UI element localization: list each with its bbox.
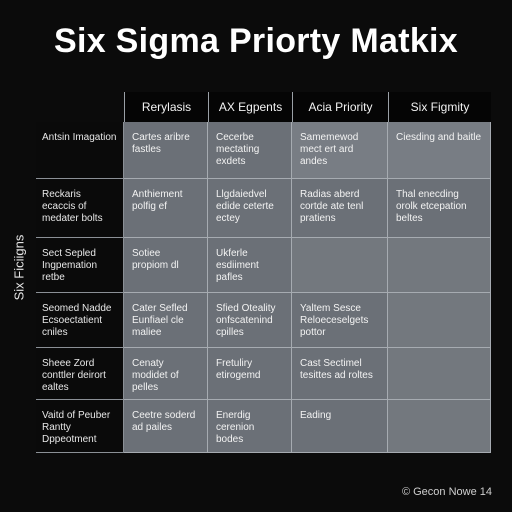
side-axis-label: Six Ficiigns (11, 234, 27, 301)
matrix-cell: Ceetre soderd ad pailes (124, 400, 208, 453)
matrix-cell: Cecerbe mectating exdets (208, 122, 292, 179)
matrix-cell: Ciesding and baitle (388, 122, 491, 179)
matrix-cell: Cenaty modidet of pelles (124, 348, 208, 400)
column-header: Rerylasis (124, 92, 208, 122)
matrix-cell: Llgdaiedvel edide ceterte ectey (208, 179, 292, 238)
row-label: Seomed Nadde Ecsoectatient cniles (36, 293, 124, 348)
matrix-cell: Thal enecding orolk etcepation beltes (388, 179, 491, 238)
page-title: Six Sigma Priorty Matkix (53, 22, 458, 60)
matrix-cell (388, 293, 491, 348)
row-label: Antsin Imagation (36, 122, 124, 179)
matrix-corner (36, 92, 124, 122)
matrix-cell (388, 400, 491, 453)
matrix-cell: Yaltem Sesce Reloeceselgets pottor (292, 293, 388, 348)
matrix-cell: Enerdig cerenion bodes (208, 400, 292, 453)
matrix-cell: Eading (292, 400, 388, 453)
matrix-cell (388, 238, 491, 293)
matrix-cell: Cartes aribre fastles (124, 122, 208, 179)
matrix-cell (292, 238, 388, 293)
matrix-cell: Cast Sectimel tesittes ad roltes (292, 348, 388, 400)
row-label: Vaitd of Peuber Rantty Dppeotment (36, 400, 124, 453)
matrix-cell: Cater Sefled Eunfiael cle maliee (124, 293, 208, 348)
matrix-cell: Samemewod mect ert ard andes (292, 122, 388, 179)
priority-matrix: Rerylasis AX Egpents Acia Priority Six F… (36, 92, 491, 453)
matrix-cell: Ukferle esdiiment pafles (208, 238, 292, 293)
matrix-cell: Radias aberd cortde ate tenl pratiens (292, 179, 388, 238)
column-header: Acia Priority (292, 92, 388, 122)
row-label: Reckaris ecaccis of medater bolts (36, 179, 124, 238)
matrix-cell: Fretuliry etirogemd (208, 348, 292, 400)
matrix-cell: Sfied Oteality onfscatenind cpilles (208, 293, 292, 348)
row-label: Sheee Zord conttler deirort ealtes (36, 348, 124, 400)
footnote: © Gecon Nowe 14 (401, 486, 492, 498)
matrix-cell (388, 348, 491, 400)
column-header: AX Egpents (208, 92, 292, 122)
column-header: Six Figmity (388, 92, 491, 122)
matrix-cell: Sotiee propiom dl (124, 238, 208, 293)
row-label: Sect Sepled Ingpemation retbe (36, 238, 124, 293)
matrix-cell: Anthiement polfig ef (124, 179, 208, 238)
